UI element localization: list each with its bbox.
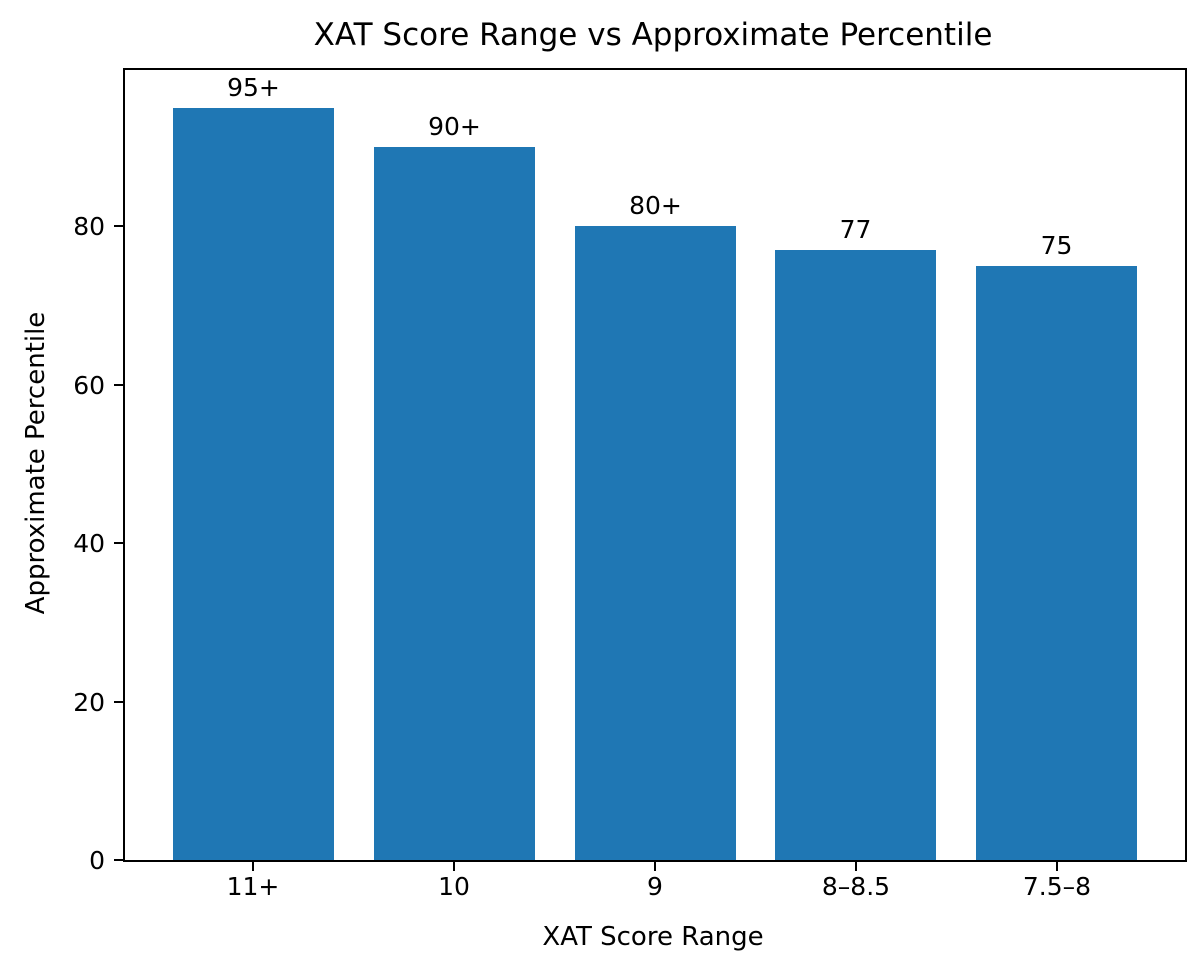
x-tick-label: 9 <box>647 872 663 901</box>
y-tick-label: 0 <box>89 846 105 875</box>
x-tick-mark <box>252 862 254 871</box>
bar-value-label: 95+ <box>227 73 280 102</box>
x-tick-label: 7.5–8 <box>1022 872 1092 901</box>
plot-area: 0 20 40 60 80 95+ 11+ 90+ 10 80+ 9 77 8–8.5 75 7.5–8 <box>73 68 1187 899</box>
x-tick-label: 10 <box>438 872 470 901</box>
x-tick-mark <box>453 862 455 871</box>
y-tick-mark <box>114 225 123 228</box>
y-tick-mark <box>114 859 123 861</box>
y-tick-label: 80 <box>73 212 105 242</box>
bar-10 <box>374 147 535 860</box>
bar-8–8.5 <box>775 250 936 860</box>
y-tick-mark <box>114 700 123 703</box>
bar-value-label: 80+ <box>629 191 682 220</box>
x-tick-mark <box>855 862 857 871</box>
bar-9 <box>575 226 736 860</box>
x-tick-mark <box>1056 862 1058 871</box>
x-tick-label: 8–8.5 <box>821 872 891 901</box>
x-tick-mark <box>654 862 656 871</box>
x-axis-label: XAT Score Range <box>542 922 764 952</box>
bar-7.5–8 <box>976 266 1137 860</box>
y-tick-label: 60 <box>73 370 105 400</box>
y-tick-mark <box>114 542 123 545</box>
bar-value-label: 90+ <box>428 112 481 141</box>
x-tick-label: 11+ <box>226 872 280 901</box>
y-tick-mark <box>114 383 123 386</box>
bar-value-label: 75 <box>1040 231 1073 260</box>
bar-11+ <box>173 108 334 860</box>
chart-title: XAT Score Range vs Approximate Percentil… <box>313 17 993 53</box>
y-tick-label: 20 <box>73 687 105 717</box>
y-tick-label: 40 <box>73 529 105 559</box>
y-axis-label: Approximate Percentile <box>21 311 51 615</box>
bar-value-label: 77 <box>839 215 872 244</box>
